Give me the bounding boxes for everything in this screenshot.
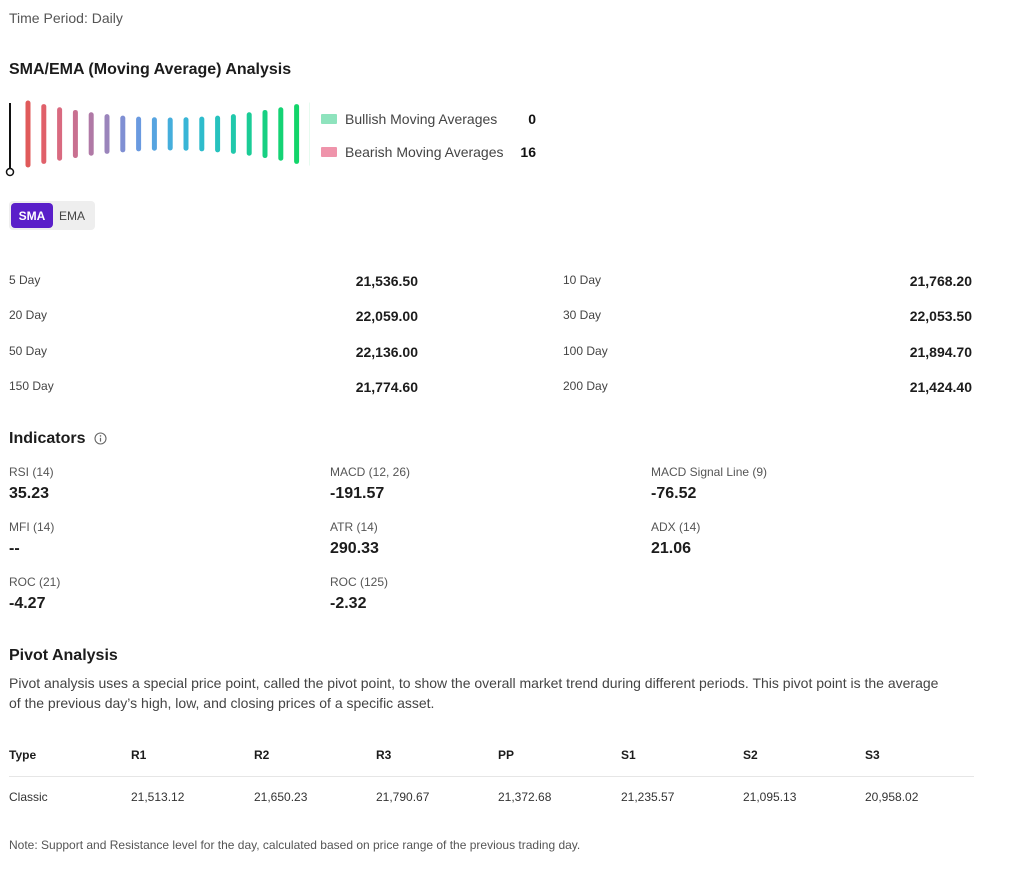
indicator-value: 21.06 [651,540,692,557]
pivot-header: R2 [254,748,270,762]
legend-bullish: Bullish Moving Averages 0 [321,109,541,129]
ma-value: 22,059.00 [355,308,418,324]
moving-average-gauge [5,100,310,177]
indicator-label: ROC (125) [330,575,389,589]
ma-label: 50 Day [9,344,48,358]
pivot-header: R3 [376,748,392,762]
ma-value: 21,768.20 [909,273,972,289]
pivot-cell: 21,372.68 [498,790,552,804]
ema-toggle-button[interactable]: EMA [58,208,85,223]
bullish-count: 0 [528,111,536,127]
time-period-label: Time Period: Daily [9,10,123,26]
indicator-label: ATR (14) [330,520,378,534]
pivot-cell: Classic [9,790,48,804]
indicator-value: -4.27 [9,595,46,612]
ma-label: 150 Day [9,379,54,393]
pivot-note: Note: Support and Resistance level for t… [9,838,581,852]
bearish-count: 16 [520,144,536,160]
pivot-description: Pivot analysis uses a special price poin… [9,675,939,711]
ma-value: 22,053.50 [909,308,972,324]
ma-label: 5 Day [9,273,41,287]
ma-value: 21,424.40 [909,379,972,395]
info-icon[interactable] [94,432,107,445]
bearish-swatch [321,147,337,157]
ma-value: 21,774.60 [355,379,418,395]
ma-value: 21,536.50 [355,273,418,289]
pivot-cell: 21,235.57 [621,790,675,804]
indicators-title: Indicators [9,430,86,447]
pivot-divider [9,776,974,777]
indicator-value: -2.32 [330,595,367,612]
indicator-value: 35.23 [9,485,50,502]
sma-ema-toggle: SMA EMA [9,201,95,230]
pivot-header: PP [498,748,515,762]
indicator-value: -- [9,540,20,557]
pivot-header: S1 [621,748,636,762]
legend-bearish: Bearish Moving Averages 16 [321,142,541,162]
indicator-value: -191.57 [330,485,385,502]
pivot-cell: 21,650.23 [254,790,308,804]
ma-label: 10 Day [563,273,602,287]
pivot-title: Pivot Analysis [9,647,118,664]
indicator-label: MACD Signal Line (9) [651,465,768,479]
pivot-header: S2 [743,748,758,762]
ma-label: 20 Day [9,308,48,322]
indicator-label: RSI (14) [9,465,54,479]
sma-toggle-button[interactable]: SMA [11,203,53,228]
pivot-cell: 21,790.67 [376,790,430,804]
indicator-label: ROC (21) [9,575,61,589]
bullish-label: Bullish Moving Averages [345,111,498,127]
ma-label: 100 Day [563,344,608,358]
ma-label: 200 Day [563,379,608,393]
indicator-label: MFI (14) [9,520,55,534]
pivot-header: S3 [865,748,880,762]
gauge-needle-pivot [5,167,15,177]
indicator-label: MACD (12, 26) [330,465,411,479]
pivot-cell: 20,958.02 [865,790,919,804]
bullish-swatch [321,114,337,124]
indicator-value: 290.33 [330,540,379,557]
ma-value: 21,894.70 [909,344,972,360]
bearish-label: Bearish Moving Averages [345,144,504,160]
pivot-header: R1 [131,748,147,762]
pivot-cell: 21,513.12 [131,790,185,804]
pivot-cell: 21,095.13 [743,790,797,804]
sma-section-title: SMA/EMA (Moving Average) Analysis [9,61,292,78]
ma-value: 22,136.00 [355,344,418,360]
ma-label: 30 Day [563,308,602,322]
indicator-value: -76.52 [651,485,697,502]
pivot-header: Type [9,748,37,762]
indicator-label: ADX (14) [651,520,701,534]
